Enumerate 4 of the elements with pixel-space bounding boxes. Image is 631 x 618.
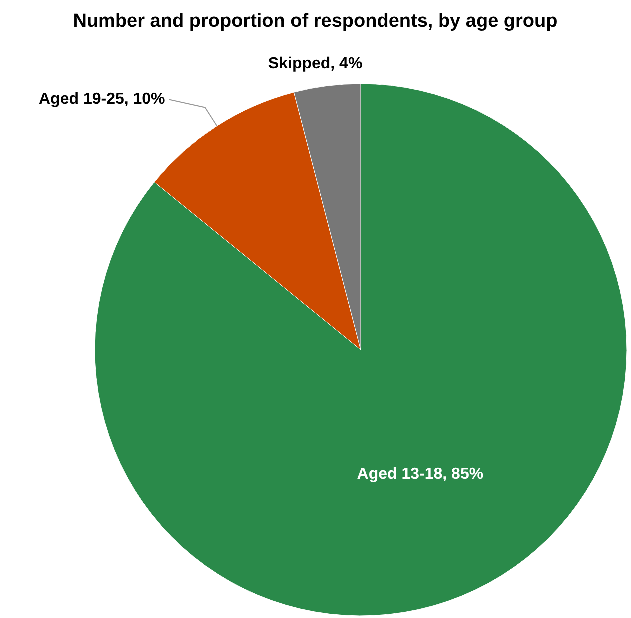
chart-title: Number and proportion of respondents, by age group [73,11,558,32]
slice-label: Aged 13-18, 85% [357,466,484,484]
slice-label: Aged 19-25, 10% [39,90,166,108]
slice-label: Skipped, 4% [268,55,363,72]
